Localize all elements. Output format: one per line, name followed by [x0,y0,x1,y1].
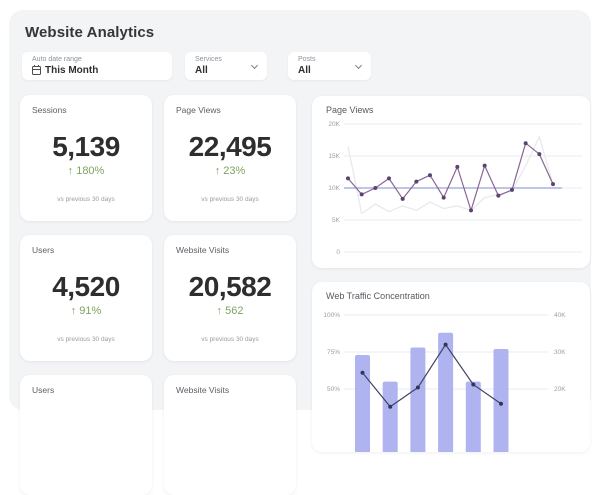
page-title: Website Analytics [25,24,155,41]
svg-text:20K: 20K [554,386,566,393]
kpi-compare-text: vs previous 30 days [201,196,259,203]
svg-text:5K: 5K [332,217,341,224]
kpi-card-users: Users 4,520 ↑ 91% vs previous 30 days [20,235,152,361]
kpi-card-sessions: Sessions 5,139 ↑ 180% vs previous 30 day… [20,95,152,221]
svg-text:10K: 10K [328,185,340,192]
filter-label: Auto date range [32,56,82,63]
kpi-label: Website Visits [176,385,230,395]
kpi-card-website-visits: Website Visits 20,582 ↑ 562 vs previous … [164,235,296,361]
svg-text:0: 0 [336,249,340,256]
kpi-delta: ↑ 91% [70,305,102,317]
kpi-compare-text: vs previous 30 days [201,336,259,343]
kpi-label: Users [32,245,55,255]
dashboard-panel: Website Analytics Auto date range This M… [9,10,591,495]
kpi-value: 20,582 [188,271,272,302]
kpi-card-page-views: Page Views 22,495 ↑ 23% vs previous 30 d… [164,95,296,221]
svg-text:100%: 100% [323,312,340,319]
kpi-label: Users [32,385,55,395]
svg-text:20K: 20K [328,121,340,128]
kpi-delta: ↑ 23% [214,165,246,177]
kpi-compare-text: vs previous 30 days [57,336,115,343]
svg-text:75%: 75% [327,349,340,356]
kpi-delta: ↑ 562 [216,305,244,317]
kpi-delta: ↑ 180% [67,165,105,177]
filter-value: This Month [45,65,99,76]
svg-text:15K: 15K [328,153,340,160]
filter-services[interactable]: Services All [185,52,267,80]
web-traffic-combo-chart: 100% 40K 75% 30K 50% 20K [323,312,566,452]
filter-posts[interactable]: Posts All [288,52,371,80]
kpi-card-users-2: Users [20,375,152,495]
kpi-value: 4,520 [52,271,120,302]
chevron-down-icon [354,61,363,70]
kpi-value: 5,139 [52,131,120,162]
kpi-card-website-visits-2: Website Visits [164,375,296,495]
web-traffic-chart-card: Web Traffic Concentration 100% 40K 75% 30K 5… [312,282,590,452]
filter-label: Services [195,56,222,63]
page-views-line-chart: 0 5K 10K 15K 20K [328,121,582,256]
filter-date-range[interactable]: Auto date range This Month [22,52,172,80]
kpi-label: Sessions [32,105,67,115]
filter-label: Posts [298,56,316,63]
svg-text:40K: 40K [554,312,566,319]
svg-text:30K: 30K [554,349,566,356]
svg-text:50%: 50% [327,386,340,393]
page-views-chart-card: Page Views 0 5K 10K 15K 20K [312,96,590,268]
chart-title: Page Views [326,105,374,115]
filter-value: All [298,65,311,76]
kpi-label: Website Visits [176,245,230,255]
chevron-down-icon [250,61,259,70]
calendar-icon [32,64,41,75]
filter-value: All [195,65,208,76]
chart-title: Web Traffic Concentration [326,291,430,301]
kpi-value: 22,495 [188,131,272,162]
kpi-label: Page Views [176,105,221,115]
kpi-compare-text: vs previous 30 days [57,196,115,203]
